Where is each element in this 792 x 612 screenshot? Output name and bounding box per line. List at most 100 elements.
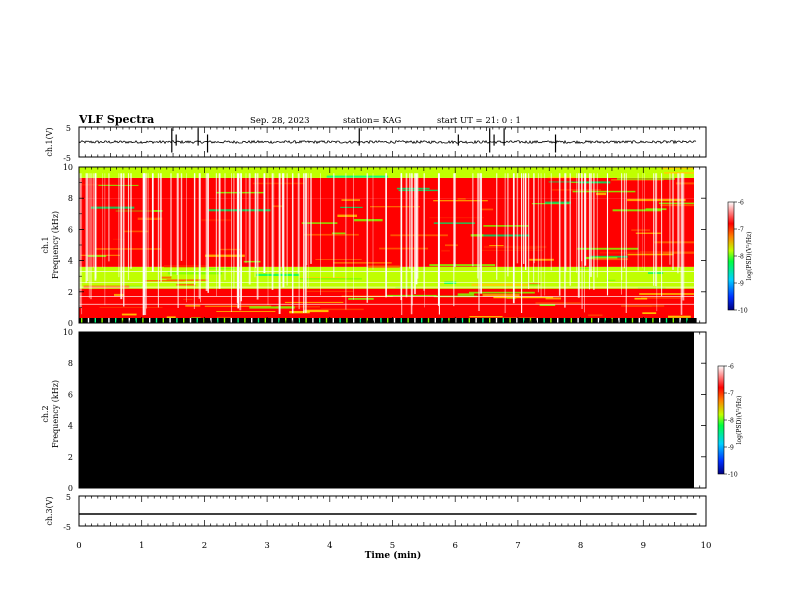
ch1-spectrogram-marker — [115, 318, 117, 323]
ch1-spectrogram-speckle — [396, 187, 430, 190]
ch1-spectrogram-marker — [87, 318, 90, 323]
ch3-wave-ylabel: ch.3(V) — [45, 496, 54, 525]
ch1-spectrogram-speckle — [547, 176, 575, 179]
ch1-spectrogram-speckle — [145, 215, 182, 217]
ch2-colorbar-tick-label: -6 — [728, 364, 734, 371]
time-tick-label: 8 — [578, 541, 583, 551]
ch1-spectrogram-speckle — [80, 254, 120, 256]
ch1-spectrogram-speckle — [476, 317, 536, 319]
start-time-label: start UT = 21: 0 : 1 — [437, 116, 521, 126]
ch1-spectrogram-speckle — [585, 256, 618, 260]
ch1-spectrogram-marker — [577, 318, 579, 323]
ch1-spectrogram-speckle — [87, 255, 107, 257]
ch1-colorbar-label: log(PSD)(V²/Hz) — [746, 232, 753, 281]
ch1-spectrogram-speckle — [480, 208, 494, 211]
ch1-spectrogram-speckle — [340, 206, 363, 208]
ch1-spectrogram-speckle — [617, 178, 675, 180]
ch1-spectrogram-marker — [251, 318, 253, 323]
ch1-spectrogram-speckle — [606, 279, 616, 281]
ch1-spectrogram-marker — [489, 318, 491, 323]
ch1-spectrogram-speckle — [493, 296, 554, 299]
ch1-spectrogram-speckle — [216, 316, 232, 319]
ch1-spectrogram-speckle — [664, 172, 694, 174]
ch1-spectrogram-marker — [244, 318, 246, 323]
ch1-spectrogram-speckle — [276, 306, 320, 308]
ch2-colorbar-gradient — [717, 365, 725, 475]
ch1-spectrogram-speckle — [216, 311, 276, 312]
ch1-spectrogram-marker — [189, 318, 192, 323]
ch1-spectrogram-speckle — [640, 251, 694, 254]
ch1-spectrogram-speckle — [661, 167, 694, 170]
ch2-spec-ytick-label: 2 — [68, 453, 73, 462]
ch1-spectrogram-marker — [516, 318, 518, 323]
ch1-waveform-noise — [79, 139, 697, 145]
ch1-spectrogram-marker — [393, 318, 396, 323]
ch1-spectrogram-band — [79, 167, 694, 178]
ch1-spectrogram-speckle — [299, 278, 362, 280]
ch2-spec-ytick-label: 8 — [68, 359, 73, 368]
ch1-spectrogram-marker — [346, 318, 348, 323]
ch1-spectrogram-marker — [638, 318, 640, 323]
ch1-spectrogram-speckle — [654, 241, 694, 244]
ch1-spectrogram-image — [79, 167, 694, 323]
time-axis-label: Time (min) — [365, 550, 422, 561]
ch1-spectrogram-speckle — [635, 232, 661, 234]
ch2-spec-yticks: 0 2 4 6 8 10 — [63, 328, 706, 493]
ch1-spectrogram-speckle — [372, 180, 395, 182]
ch1-spectrogram-marker — [543, 318, 545, 323]
ch1-spectrogram-marker — [482, 318, 484, 323]
ch1-wave-ylabel: ch.1(V) — [45, 127, 54, 156]
time-tick-label: 0 — [76, 541, 81, 551]
ch1-spectrogram-speckle — [326, 175, 389, 178]
ch1-spectrogram-speckle — [145, 280, 185, 282]
ch1-spectrogram-marker — [230, 318, 232, 323]
ch1-spectrogram-speckle — [354, 219, 383, 222]
ch1-spectrogram-speckle — [219, 248, 241, 251]
ch1-spectrogram-marker — [271, 318, 273, 323]
ch1-spectrogram-marker — [434, 318, 436, 323]
ch1-spectrogram-speckle — [289, 311, 310, 314]
time-axis-tick-labels: 0 1 2 3 4 5 6 7 8 9 10 — [76, 541, 711, 551]
ch1-spectrogram-marker — [536, 318, 538, 323]
ch1-spectrogram-speckle — [446, 219, 479, 221]
ch1-spectrogram-marker — [373, 318, 375, 323]
ch1-spec-ytick-label: 10 — [63, 163, 73, 172]
ch1-spectrogram-marker — [455, 318, 457, 323]
ch1-spectrogram-marker — [319, 318, 321, 323]
ch1-spectrogram-speckle — [668, 315, 691, 318]
time-axis-ticks — [78, 127, 707, 526]
ch1-spectrogram-speckle — [631, 229, 651, 231]
ch2-colorbar-label: log(PSD)(V²/Hz) — [736, 396, 743, 445]
ch1-spectrogram-speckle — [545, 297, 561, 300]
ch1-spectrogram-speckle — [433, 200, 488, 202]
ch2-colorbar-tick-label: -9 — [728, 445, 734, 452]
ch1-spectrogram-marker — [421, 318, 423, 323]
ch1-spectrogram-speckle — [176, 283, 196, 286]
ch1-spec-ytick-label: 8 — [68, 194, 73, 203]
ch1-spectrogram-marker — [121, 318, 124, 323]
ch1-spectrogram-band — [79, 288, 694, 319]
ch1-spectrogram-marker — [625, 318, 627, 323]
ch1-spectrogram-speckle — [572, 190, 636, 193]
ch1-spec-ytick-label: 2 — [68, 288, 73, 297]
ch1-spectrogram-marker — [332, 318, 334, 323]
ch1-spectrogram-marker — [135, 318, 137, 323]
time-tick-label: 4 — [327, 541, 332, 551]
ch2-spec-ytick-label: 6 — [68, 390, 73, 399]
ch1-spectrogram-speckle — [482, 234, 530, 237]
ch1-spectrogram-speckle — [588, 314, 603, 317]
ch2-spec-ytick-label: 4 — [68, 422, 73, 431]
ch1-spectrogram-speckle — [445, 244, 458, 247]
ch1-spectrogram-speckle — [251, 226, 318, 229]
time-tick-label: 9 — [641, 541, 646, 551]
ch1-spectrogram-speckle — [256, 273, 300, 276]
ch1-spectrogram-speckle — [315, 259, 362, 260]
ch1-spectrogram-speckle — [611, 179, 664, 181]
ch1-spectrogram-marker — [502, 318, 504, 323]
ch1-spectrogram-marker — [312, 318, 314, 323]
ch1-spectrogram-marker — [618, 318, 620, 323]
ch2-colorbar-ticks: -6 -7 -8 -9 -10 — [724, 364, 738, 479]
ch1-spectrogram-marker — [149, 318, 151, 323]
ch1-spectrogram-marker — [427, 318, 430, 323]
